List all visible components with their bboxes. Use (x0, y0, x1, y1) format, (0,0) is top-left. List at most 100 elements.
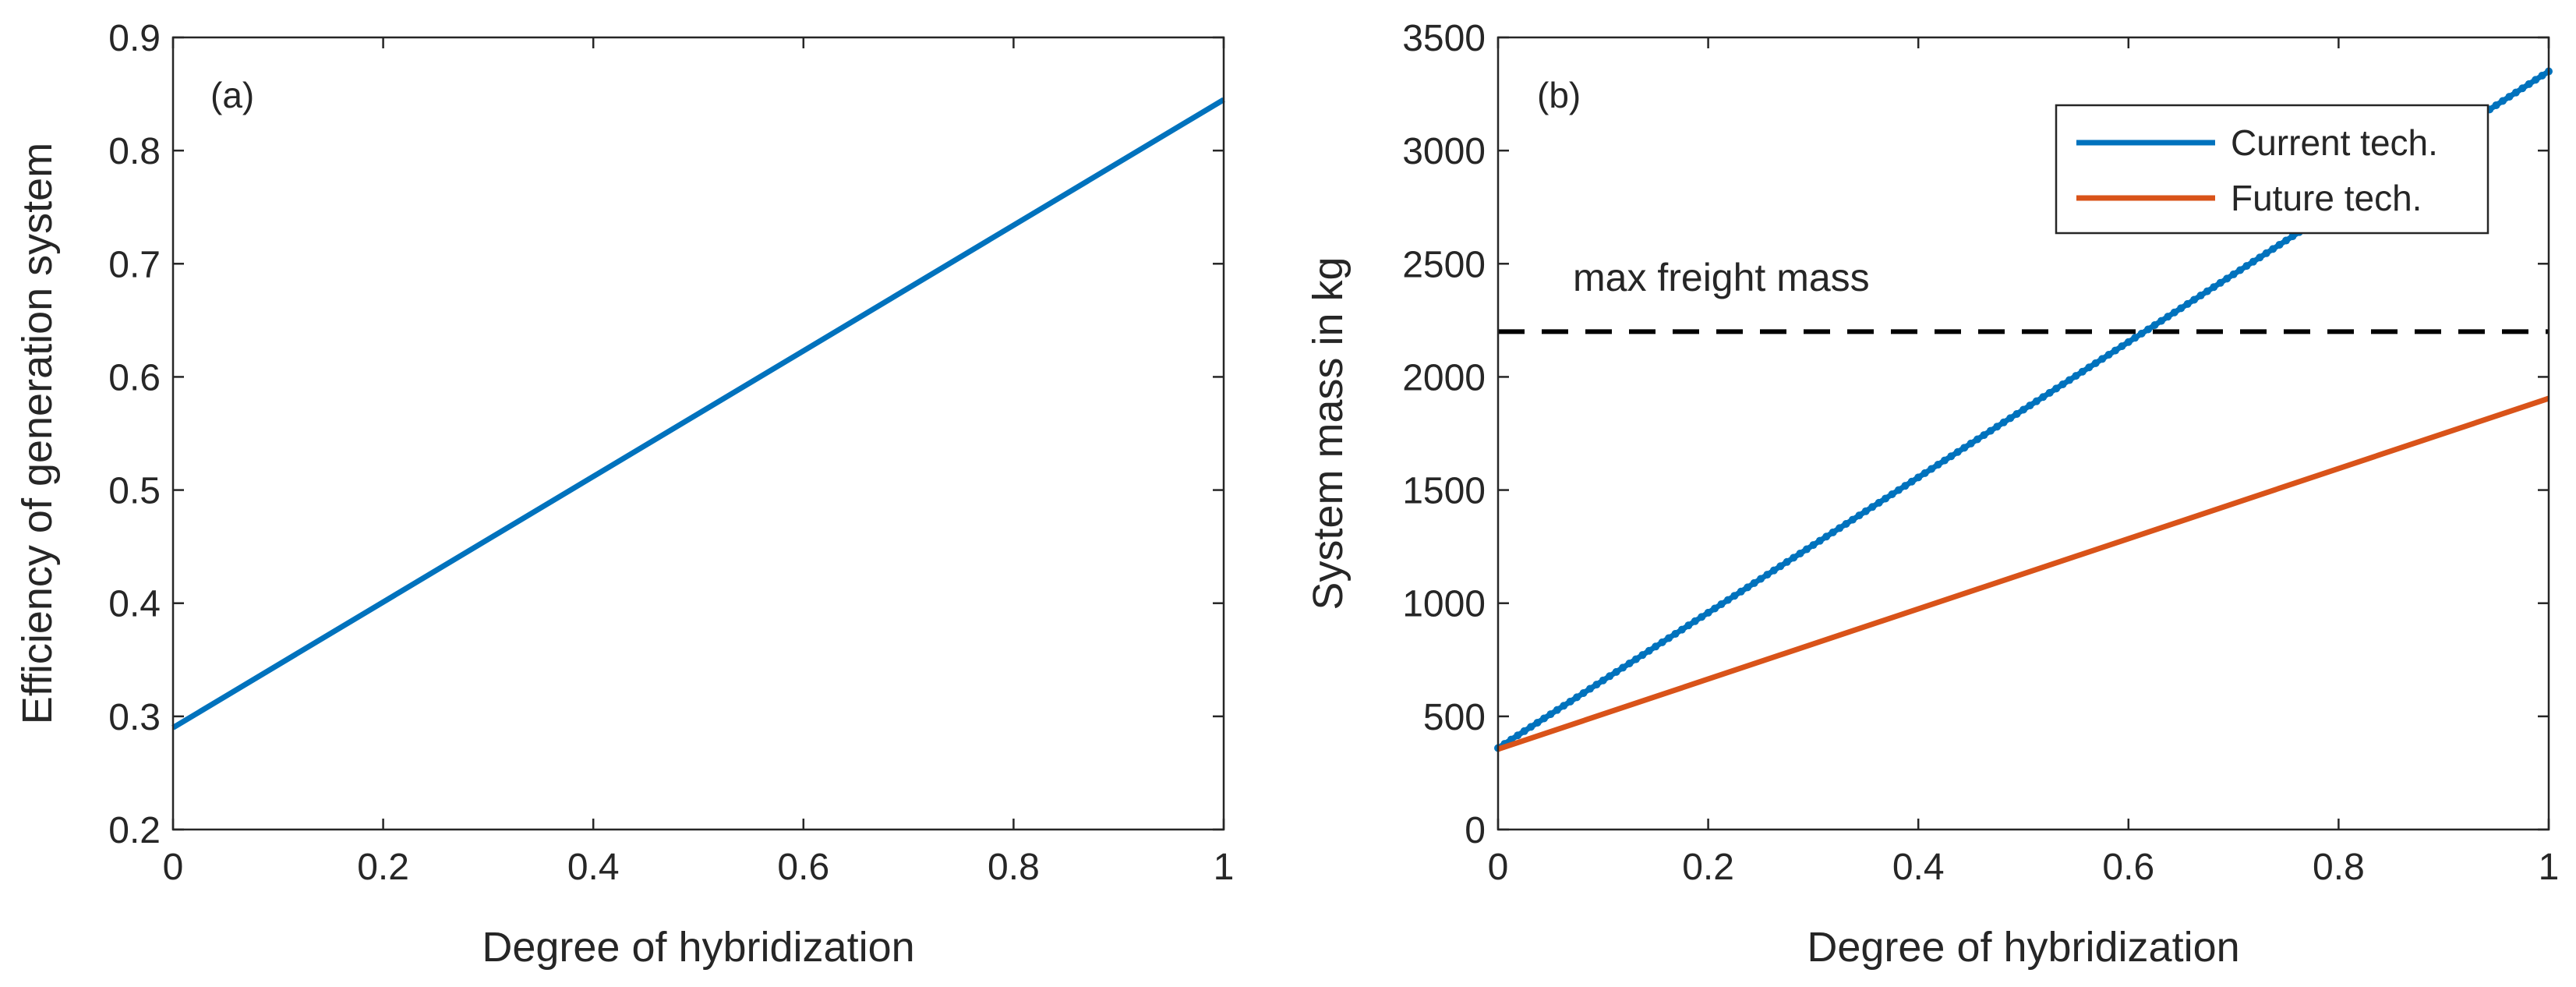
series-marker (1631, 655, 1640, 663)
series-marker (2525, 80, 2533, 88)
series-marker (1625, 660, 1634, 668)
series-marker (1993, 423, 2002, 431)
panel-a-series (171, 97, 1225, 731)
series-marker (2065, 376, 2073, 384)
y-tick-label: 0.4 (108, 584, 161, 625)
series-marker (1960, 444, 1969, 452)
x-tick-label: 0.8 (2313, 847, 2365, 888)
series-marker (1698, 613, 1706, 621)
series-marker (2196, 292, 2205, 300)
series-marker (2012, 409, 2021, 418)
series-marker (1974, 435, 1982, 444)
series-marker (1539, 714, 1548, 723)
series-marker (2216, 278, 2224, 287)
y-tick-label: 3000 (1402, 131, 1486, 172)
series-line-efficiency (171, 97, 1225, 731)
legend-box (2055, 104, 2489, 235)
series-marker (1592, 681, 1601, 689)
series-marker (1842, 519, 1850, 528)
series-marker (1579, 688, 1588, 697)
y-tick-label: 0.5 (108, 471, 161, 512)
legend-label-future-tech: Future tech. (2231, 178, 2422, 218)
panel-a-x-axis-label: Degree of hybridization (482, 924, 914, 971)
series-marker (1769, 566, 1778, 575)
series-marker (1868, 503, 1877, 511)
series-marker (2078, 367, 2087, 376)
y-tick-label: 2500 (1402, 244, 1486, 285)
series-marker (2150, 321, 2159, 330)
max-freight-mass-label: max freight mass (1573, 256, 1870, 299)
series-marker (2511, 88, 2520, 97)
series-marker (1763, 571, 1772, 579)
series-marker (1907, 477, 1916, 486)
series-marker (2039, 393, 2048, 402)
series-marker (1711, 604, 1719, 613)
y-tick-label: 0.9 (108, 18, 161, 59)
series-marker (2058, 380, 2067, 388)
series-marker (1671, 630, 1680, 639)
series-marker (1658, 638, 1666, 646)
panel-b-y-ticks: 0 500 1000 1500 2000 2500 3000 3500 (1402, 18, 2549, 851)
series-marker (1861, 507, 1870, 515)
series-marker (1776, 562, 1785, 571)
series-marker (1527, 723, 1535, 731)
series-marker (1553, 706, 1561, 714)
series-marker (1546, 710, 1555, 719)
y-tick-label: 1500 (1402, 471, 1486, 512)
y-tick-label: 0.2 (108, 810, 161, 851)
series-marker (2098, 355, 2107, 363)
series-marker (2170, 308, 2178, 317)
series-marker (1848, 515, 1857, 524)
series-marker (1921, 469, 1929, 477)
series-marker (1914, 473, 1923, 482)
series-marker (1645, 646, 1653, 655)
panel-b-x-ticks: 0 0.2 0.4 0.6 0.8 1 (1488, 37, 2560, 888)
series-marker (2256, 253, 2264, 262)
x-tick-label: 1 (1214, 847, 1235, 888)
series-marker (2085, 363, 2094, 372)
x-tick-label: 0.4 (1892, 847, 1945, 888)
series-marker (2229, 270, 2238, 278)
series-marker (1737, 587, 1745, 596)
series-marker (2026, 402, 2034, 410)
legend: Current tech. Future tech. (2055, 104, 2489, 235)
series-marker (1684, 621, 1693, 630)
series-marker (2137, 329, 2146, 338)
panel-a-efficiency-chart: 0 0.2 0.4 0.6 0.8 1 0.20.30.40.50.60.70.80.9 … (14, 18, 1234, 971)
panel-a-label: (a) (210, 75, 254, 115)
series-marker (2499, 97, 2507, 105)
series-marker (1520, 727, 1528, 735)
panel-a-axes-box (171, 36, 1225, 831)
y-tick-label: 0.6 (108, 357, 161, 398)
series-marker (1894, 486, 1903, 494)
x-tick-label: 1 (2539, 847, 2560, 888)
series-marker (2210, 283, 2218, 292)
series-marker (1606, 672, 1614, 681)
x-tick-label: 0.4 (567, 847, 620, 888)
series-marker (1533, 718, 1542, 727)
series-marker (1750, 578, 1758, 587)
x-tick-label: 0 (163, 847, 184, 888)
series-marker (2157, 317, 2165, 325)
series-marker (1638, 651, 1647, 660)
series-marker (2505, 93, 2514, 101)
y-tick-label: 0 (1465, 810, 1486, 851)
series-marker (2532, 76, 2540, 84)
series-marker (2262, 249, 2270, 257)
series-marker (2032, 397, 2041, 405)
series-marker (2236, 266, 2245, 274)
series-marker (1836, 524, 1844, 532)
series-marker (1744, 583, 1752, 592)
panel-b-axes-box (1496, 36, 2550, 831)
series-marker (1940, 456, 1949, 465)
series-marker (1723, 596, 1732, 604)
series-marker (1730, 592, 1739, 600)
series-marker (2045, 388, 2054, 397)
series-marker (1928, 465, 1936, 473)
series-marker (2104, 350, 2113, 359)
y-tick-label: 500 (1423, 697, 1486, 738)
series-marker (1691, 617, 1699, 625)
series-marker (1980, 431, 1988, 440)
y-tick-label: 0.3 (108, 697, 161, 738)
x-tick-label: 0.2 (357, 847, 409, 888)
